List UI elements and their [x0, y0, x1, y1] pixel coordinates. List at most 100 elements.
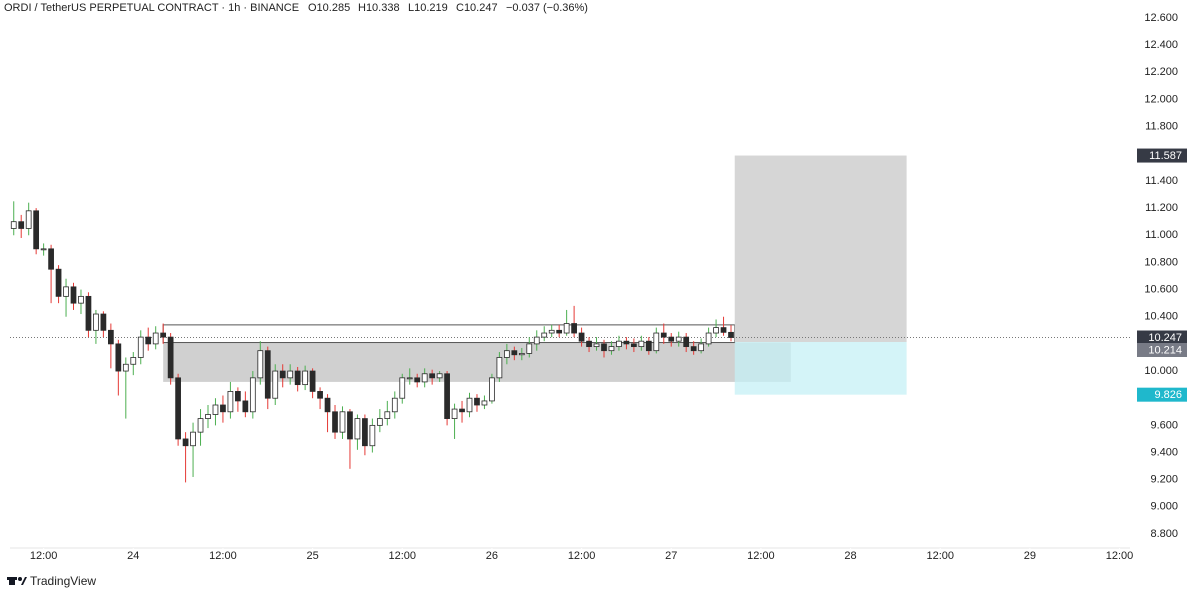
candle-body: [33, 210, 40, 250]
candle-body: [108, 329, 114, 345]
x-tick-label: 12:00: [926, 550, 954, 562]
candle-body: [332, 411, 338, 433]
stop-zone: [734, 341, 907, 395]
x-tick-label: 28: [844, 550, 856, 562]
x-tick-label: 27: [665, 550, 677, 562]
candle-body: [220, 404, 226, 413]
ohlc-close: C10.247: [456, 2, 498, 14]
candle-body: [489, 377, 495, 402]
ohlc-change: −0.037 (−0.36%): [506, 2, 588, 14]
candle-body: [481, 400, 488, 406]
x-tick-label: 12:00: [209, 550, 237, 562]
candle-body: [190, 431, 196, 447]
entry-price-label: 10.214: [1148, 344, 1182, 356]
y-tick-label: 10.400: [1144, 311, 1178, 323]
y-tick-label: 10.800: [1144, 256, 1178, 268]
stop-price-label: 9.826: [1154, 389, 1182, 401]
candle-body: [354, 418, 361, 440]
candle-body: [616, 340, 622, 348]
candle-body: [85, 295, 92, 331]
last-price-label: 10.247: [1148, 332, 1182, 344]
target-price-label: 11.587: [1149, 150, 1182, 162]
candle-body: [556, 329, 563, 334]
y-tick-label: 11.400: [1145, 175, 1178, 187]
y-tick-label: 11.200: [1145, 202, 1178, 214]
candle-body: [653, 332, 660, 352]
candle-body: [302, 370, 308, 386]
x-tick-label: 12:00: [30, 550, 58, 562]
candle-body: [608, 346, 615, 352]
x-tick-label: 12:00: [1106, 550, 1134, 562]
y-tick-label: 10.000: [1144, 365, 1178, 377]
y-tick-label: 11.800: [1145, 121, 1178, 133]
candle-body: [160, 332, 167, 338]
brand-logo: [7, 577, 27, 585]
candle-body: [563, 323, 570, 334]
candle-body: [660, 332, 667, 338]
candle-body: [586, 340, 592, 348]
candle-body: [526, 343, 533, 354]
chart-title: ORDI / TetherUS PERPETUAL CONTRACT · 1h …: [4, 2, 299, 14]
candle-body: [728, 331, 734, 338]
candle-body: [683, 336, 690, 348]
candle-body: [317, 391, 323, 399]
x-tick-label: 26: [486, 550, 498, 562]
candle-body: [63, 286, 69, 297]
x-tick-label: 24: [127, 550, 139, 562]
candle-body: [257, 350, 264, 379]
y-tick-label: 9.200: [1150, 474, 1178, 486]
candle-body: [406, 377, 413, 380]
ohlc-low: L10.219: [408, 2, 448, 14]
candle-body: [122, 363, 129, 372]
y-tick-label: 12.400: [1144, 39, 1178, 51]
candle-body: [55, 268, 62, 297]
candle-body: [339, 411, 346, 433]
candle-body: [249, 377, 256, 413]
candle-body: [444, 373, 450, 419]
x-tick-label: 29: [1024, 550, 1036, 562]
demand-zone: [163, 342, 791, 382]
candle-body: [436, 373, 443, 379]
candle-body: [638, 340, 645, 348]
candle-body: [414, 377, 421, 383]
candle-body: [496, 357, 503, 379]
candle-body: [309, 370, 316, 392]
candle-body: [369, 424, 376, 447]
candle-body: [511, 350, 518, 356]
candle-body: [548, 329, 555, 334]
candle-body: [100, 313, 107, 331]
target-price-label-box: [1137, 148, 1187, 163]
y-tick-label: 9.400: [1150, 446, 1178, 458]
candle-body: [474, 397, 480, 406]
candle-body: [137, 336, 144, 358]
candle-body: [720, 327, 727, 333]
stop-price-label-box: [1137, 387, 1187, 402]
candle-body: [384, 411, 391, 419]
candle-body: [294, 370, 301, 386]
candle-body: [541, 332, 548, 338]
candle-body: [466, 397, 473, 413]
candle-body: [533, 336, 540, 345]
candle-body: [675, 336, 682, 342]
ohlc-high: H10.338: [358, 2, 400, 14]
candle-body: [212, 404, 219, 415]
candle-body: [272, 370, 279, 399]
candle-body: [115, 343, 122, 372]
candle-body: [130, 357, 137, 365]
candle-body: [324, 397, 331, 413]
candle-body: [593, 343, 600, 348]
candle-body: [668, 336, 675, 342]
y-tick-label: 9.600: [1150, 419, 1178, 431]
candle-body: [451, 408, 458, 419]
candle-body: [578, 332, 585, 342]
candle-body: [571, 323, 577, 334]
y-tick-label: 9.000: [1150, 501, 1178, 513]
candle-body: [18, 221, 25, 229]
candle-body: [705, 332, 712, 345]
y-tick-label: 12.600: [1144, 12, 1178, 24]
candle-body: [601, 343, 607, 352]
candle-body: [145, 336, 152, 345]
candle-body: [623, 340, 630, 345]
candle-body: [167, 336, 174, 379]
x-tick-label: 12:00: [568, 550, 596, 562]
